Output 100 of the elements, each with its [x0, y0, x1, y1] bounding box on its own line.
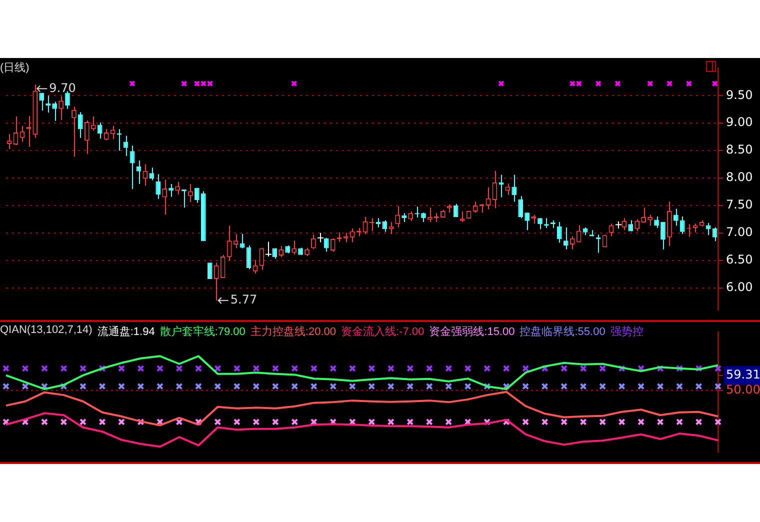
point — [618, 364, 626, 372]
point — [272, 364, 279, 372]
text: 强势控 — [610, 324, 644, 339]
point — [156, 418, 164, 426]
candlestick — [188, 184, 193, 203]
point — [426, 418, 433, 426]
candlestick — [408, 211, 413, 222]
point — [2, 364, 10, 372]
point — [194, 418, 202, 426]
point — [368, 364, 376, 372]
point — [618, 418, 626, 426]
candlestick — [278, 246, 284, 258]
point — [522, 364, 530, 372]
candlestick — [149, 167, 154, 181]
candlestick — [52, 101, 57, 122]
y-tick-label: 9.00 — [726, 115, 753, 130]
point — [406, 418, 414, 426]
point — [176, 382, 183, 390]
point — [695, 382, 702, 390]
point — [233, 382, 240, 390]
candlestick — [576, 224, 582, 243]
point — [348, 364, 356, 372]
y-tick-label: 7.00 — [726, 225, 753, 240]
point — [22, 382, 29, 390]
y-tick-label: 59.31 — [726, 367, 760, 382]
candlestick — [648, 214, 652, 226]
point — [541, 364, 548, 372]
candlestick — [110, 125, 116, 140]
point — [330, 364, 337, 372]
y-tick-label: 9.50 — [726, 88, 753, 102]
point — [599, 418, 606, 426]
point — [676, 364, 683, 372]
point — [541, 418, 548, 426]
point — [502, 382, 510, 390]
point — [638, 418, 644, 426]
candlestick — [265, 241, 272, 258]
candlestick — [65, 90, 70, 110]
point — [194, 364, 202, 372]
point — [656, 364, 664, 372]
y-tick-label: 8.50 — [726, 142, 753, 157]
candlestick — [233, 234, 238, 249]
candlestick — [104, 128, 109, 141]
candlestick — [142, 164, 148, 186]
point — [291, 382, 298, 390]
point — [368, 382, 376, 390]
candlestick — [220, 254, 226, 278]
annotation: 9.70 — [49, 80, 76, 95]
point — [214, 382, 222, 390]
point — [176, 418, 183, 426]
point — [522, 418, 530, 426]
candlestick — [556, 221, 562, 244]
y-tick-label: 8.00 — [726, 170, 753, 184]
candlestick — [453, 203, 458, 218]
y-tick-label: 7.50 — [726, 198, 753, 212]
candlestick — [162, 179, 168, 216]
point — [580, 364, 587, 372]
point — [272, 418, 279, 426]
point — [214, 418, 222, 426]
point — [214, 364, 222, 372]
point — [252, 418, 260, 426]
point — [252, 364, 260, 372]
point — [22, 418, 29, 426]
point — [330, 382, 337, 390]
point — [330, 418, 337, 426]
candlestick — [518, 196, 524, 219]
point — [348, 382, 356, 390]
annotation: 流通盘:1.94 — [97, 324, 155, 339]
point — [233, 418, 240, 426]
point — [580, 382, 587, 390]
point — [445, 364, 452, 372]
point — [464, 364, 472, 372]
candlestick — [84, 120, 90, 154]
point — [618, 382, 626, 390]
point — [714, 418, 722, 426]
point — [656, 382, 664, 390]
point — [464, 382, 472, 390]
point — [541, 382, 548, 390]
point — [445, 382, 452, 390]
point — [445, 418, 452, 426]
candlestick — [156, 174, 161, 200]
point — [80, 382, 86, 390]
candlestick — [706, 222, 711, 236]
candlestick — [240, 234, 245, 249]
point — [80, 364, 86, 372]
point — [137, 382, 144, 390]
point — [502, 364, 510, 372]
point — [41, 418, 48, 426]
point — [560, 382, 568, 390]
point — [714, 364, 722, 372]
point — [80, 418, 86, 426]
point — [426, 382, 433, 390]
point — [118, 364, 125, 372]
candlestick — [622, 218, 627, 231]
candlestick — [570, 236, 575, 250]
point — [426, 364, 433, 372]
candlestick — [311, 234, 316, 250]
point — [484, 418, 491, 426]
y-tick-label: 6.00 — [726, 280, 753, 294]
point — [194, 382, 202, 390]
annotation: 5.77 — [230, 292, 258, 307]
